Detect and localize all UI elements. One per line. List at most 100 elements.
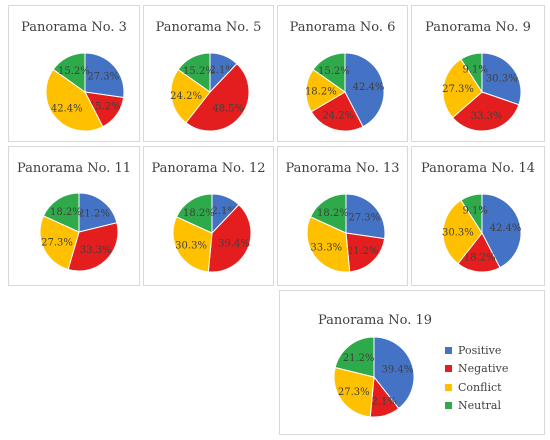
data-label-neutral: 15.2% (318, 66, 350, 77)
pie-slice-neutral (460, 193, 483, 235)
pie-slice-neutral (42, 192, 80, 233)
pie-chart: 42.4% 24.2% 18.2% 15.2% (305, 52, 385, 132)
pie-slice-conflict (45, 68, 104, 132)
pie-slice-positive (481, 193, 522, 269)
pie-slice-conflict (39, 215, 80, 271)
legend-item-positive: Positive (445, 341, 508, 360)
pie-slice-negative (451, 91, 520, 132)
pie-slice-conflict (442, 58, 483, 119)
chart-title: Panorama No. 9 (425, 20, 531, 35)
data-label-neutral: 18.2% (183, 208, 215, 219)
data-label-positive: 27.3% (348, 213, 380, 224)
chart-title: Panorama No. 11 (16, 161, 132, 176)
data-label-negative: 15.2% (89, 102, 121, 113)
data-label-neutral: 9.1% (462, 205, 487, 216)
pie-slice-neutral (177, 52, 211, 93)
data-label-positive: 21.2% (78, 208, 110, 219)
chart-panel-panorama-no-9: Panorama No. 9 30.3% 33.3% 27.3% 9.1% (411, 5, 545, 142)
data-label-positive: 42.4% (353, 82, 385, 93)
data-label-positive: 42.4% (490, 223, 522, 234)
data-label-negative: 39.4% (218, 239, 250, 250)
data-label-positive: 39.4% (382, 364, 414, 375)
data-label-neutral: 21.2% (343, 353, 375, 364)
legend-swatch-neutral (445, 402, 452, 410)
pie-chart: 42.4% 18.2% 30.3% 9.1% (442, 193, 522, 273)
data-label-conflict: 24.2% (170, 91, 202, 102)
legend-label-positive: Positive (458, 343, 502, 357)
pie-slice-positive (78, 192, 118, 233)
data-label-neutral: 9.1% (462, 64, 487, 75)
data-label-conflict: 27.3% (338, 387, 370, 398)
pie-slice-neutral (312, 52, 346, 93)
pie-chart: 27.3% 21.2% 33.3% 18.2% (306, 193, 386, 273)
data-label-neutral: 18.2% (317, 208, 349, 219)
data-label-negative: 33.3% (80, 245, 112, 256)
data-label-conflict: 27.3% (442, 84, 474, 95)
chart-panel-panorama-no-19: Panorama No. 19 39.4% 12.1% 27.3% 21.2% (279, 290, 545, 435)
chart-title: Panorama No. 12 (151, 161, 266, 176)
pie-chart: 12.1% 48.5% 24.2% 15.2% (170, 52, 250, 132)
chart-title: Panorama No. 6 (289, 20, 396, 35)
pie-slice-positive (345, 193, 386, 240)
pie-slice-neutral (334, 336, 375, 378)
legend-item-conflict: Conflict (445, 378, 508, 397)
pie-slice-neutral (460, 52, 483, 94)
data-label-negative: 33.3% (471, 111, 503, 122)
chart-title: Panorama No. 5 (155, 20, 262, 35)
chart-panel-panorama-no-3: Panorama No. 3 27.3% 15.2% 42.4% 15.2% (8, 5, 140, 142)
data-label-negative: 24.2% (322, 111, 354, 122)
data-label-negative: 48.5% (212, 103, 244, 114)
data-label-conflict: 18.2% (305, 86, 337, 97)
pie-chart: 12.1% 39.4% 30.3% 18.2% (172, 193, 252, 273)
pie-slice-negative (345, 232, 386, 273)
pie-chart: 21.2% 33.3% 27.3% 18.2% (39, 192, 119, 272)
pie-slice-conflict (333, 366, 375, 418)
pie-slice-negative (67, 222, 119, 272)
pie-chart: 27.3%15.2%42.4%15.2% (45, 52, 125, 132)
legend-swatch-negative (445, 365, 452, 373)
pie-slice-neutral (175, 193, 213, 234)
chart-title: Panorama No. 13 (285, 161, 400, 176)
chart-title: Panorama No. 3 (21, 20, 127, 35)
data-label-negative: 18.2% (464, 253, 496, 264)
chart-title: Panorama No. 14 (420, 161, 536, 176)
data-label-conflict: 42.4% (51, 103, 83, 114)
data-label-conflict: 30.3% (442, 227, 474, 238)
data-label-conflict: 33.3% (310, 243, 342, 254)
chart-panel-panorama-no-14: Panorama No. 14 42.4% 18.2% 30.3% 9.1% (411, 146, 545, 286)
data-label-negative: 12.1% (365, 396, 397, 407)
chart-panel-panorama-no-12: Panorama No. 12 12.1% 39.4% 30.3% 18.2% (143, 146, 274, 286)
pie-slice-negative (310, 91, 364, 132)
pie-chart: 30.3% 33.3% 27.3% 9.1% (442, 52, 522, 132)
legend-swatch-positive (445, 346, 452, 354)
pie-slice-conflict (306, 216, 351, 273)
legend-swatch-conflict (445, 383, 452, 391)
data-label-conflict: 27.3% (41, 238, 73, 249)
legend-item-negative: Negative (445, 360, 508, 379)
pie-slice-conflict (172, 216, 213, 273)
data-label-negative: 21.2% (347, 246, 379, 257)
pie-slice-conflict (170, 68, 211, 124)
pie-slice-negative (185, 63, 250, 132)
data-label-positive: 27.3% (87, 72, 119, 83)
data-label-positive: 30.3% (486, 73, 518, 84)
legend-label-conflict: Conflict (458, 380, 502, 394)
data-label-neutral: 18.2% (50, 207, 82, 218)
chart-panel-panorama-no-11: Panorama No. 11 21.2% 33.3% 27.3% 18.2% (8, 146, 140, 286)
pie-slice-positive (344, 52, 385, 128)
legend: Positive Negative Conflict Neutral (445, 341, 508, 415)
data-label-neutral: 15.2% (58, 66, 90, 77)
chart-panel-panorama-no-5: Panorama No. 5 12.1% 48.5% 24.2% 15.2% (143, 5, 274, 142)
pie-slice-positive (481, 52, 522, 106)
data-label-conflict: 30.3% (175, 241, 207, 252)
data-label-positive: 12.1% (205, 206, 237, 217)
legend-item-neutral: Neutral (445, 397, 508, 416)
pie-slice-conflict (442, 199, 483, 265)
pie-slice-positive (373, 336, 415, 410)
pie-slice-negative (207, 204, 252, 273)
chart-panel-panorama-no-6: Panorama No. 6 42.4% 24.2% 18.2% 15.2% (277, 5, 408, 142)
pie-slice-neutral (309, 193, 347, 234)
chart-title: Panorama No. 19 (317, 313, 433, 328)
data-label-neutral: 15.2% (183, 66, 215, 77)
pie-slice-positive (84, 52, 125, 99)
